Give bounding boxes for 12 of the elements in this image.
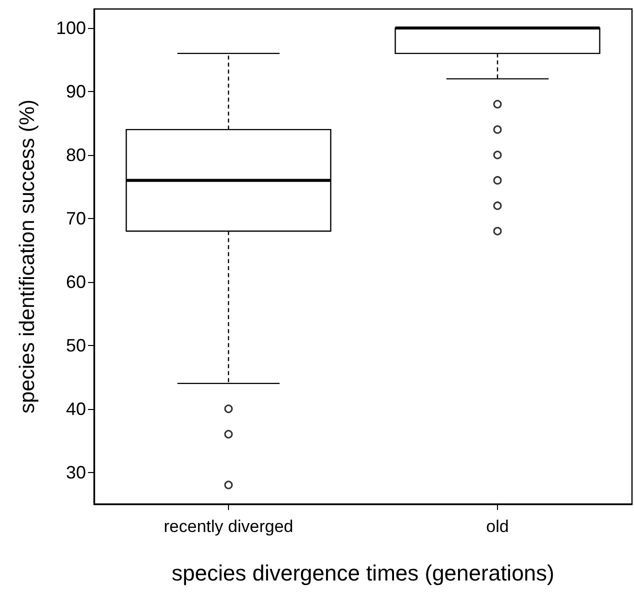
y-tick-label: 50	[66, 335, 86, 356]
x-tick-label: old	[486, 517, 509, 536]
y-tick-label: 70	[66, 208, 86, 228]
y-tick-label: 100	[56, 18, 86, 38]
y-axis-title: species identification success (%)	[16, 100, 39, 414]
y-tick-label: 40	[66, 398, 86, 419]
y-tick-label: 90	[66, 82, 86, 102]
x-axis-title: species divergence times (generations)	[172, 560, 554, 586]
y-tick-label: 30	[66, 462, 86, 482]
y-tick-label: 60	[66, 272, 86, 292]
x-tick-label: recently diverged	[164, 517, 294, 536]
y-tick-label: 80	[66, 144, 86, 165]
